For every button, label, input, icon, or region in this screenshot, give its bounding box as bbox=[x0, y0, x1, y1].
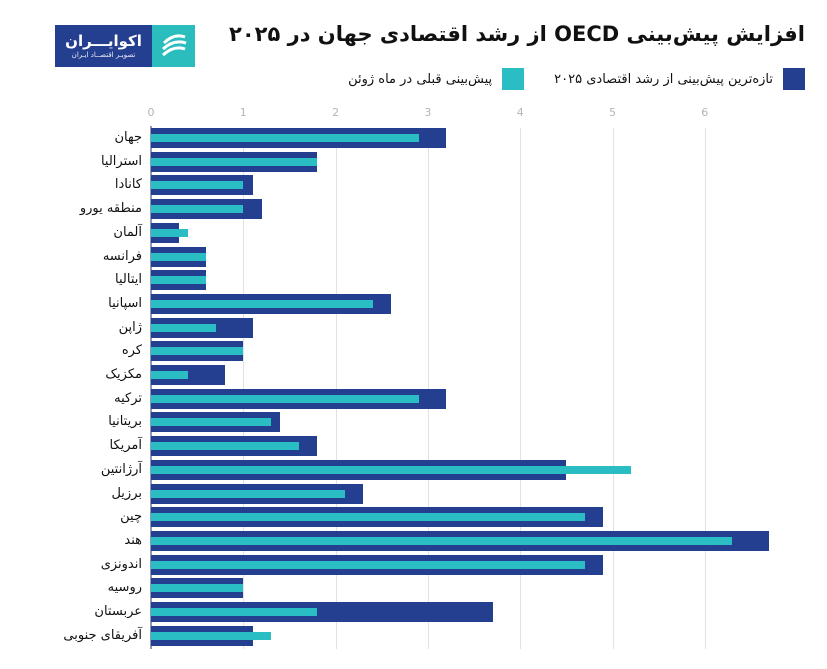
bar-row: اندونزی bbox=[0, 554, 827, 578]
category-label: ترکیه bbox=[114, 390, 142, 406]
bar-previous bbox=[151, 584, 244, 593]
gridline bbox=[704, 128, 706, 649]
chart-title: افزایش پیش‌بینی OECD از رشد اقتصادی جهان… bbox=[229, 22, 805, 46]
bar-previous bbox=[151, 513, 585, 522]
bar-row: کره bbox=[0, 341, 827, 364]
category-label: چین bbox=[120, 509, 142, 525]
x-tick-label: 4 bbox=[516, 106, 524, 119]
legend-label-latest: تازه‌ترین پیش‌بینی از رشد اقتصادی ۲۰۲۵ bbox=[554, 71, 773, 87]
bar-previous bbox=[151, 276, 207, 285]
bar-previous bbox=[151, 536, 733, 545]
bar-previous bbox=[151, 252, 207, 261]
x-tick-label: 2 bbox=[332, 106, 340, 119]
ecoiran-logo: اکوایـــران تصویـر اقتصــاد ایـران bbox=[55, 25, 195, 67]
bar-previous bbox=[151, 394, 419, 403]
bar-latest bbox=[151, 365, 225, 385]
category-label: آرژانتین bbox=[100, 461, 142, 477]
bar-row: چین bbox=[0, 507, 827, 530]
bar-chart: 0 1 2 3 4 5 6 جهان استرالیا کانادا منطقه یورو آلمان… bbox=[0, 100, 827, 669]
category-label: آفریقای جنوبی bbox=[63, 627, 142, 643]
bar-row: بریتانیا bbox=[0, 412, 827, 435]
category-label: روسیه bbox=[107, 580, 142, 596]
bar-previous bbox=[151, 631, 271, 640]
logo-wordmark: اکوایـــران تصویـر اقتصــاد ایـران bbox=[55, 25, 152, 67]
bar-row: ژاپن bbox=[0, 317, 827, 341]
bar-row: ایتالیا bbox=[0, 270, 827, 293]
bar-previous bbox=[151, 157, 318, 166]
category-label: استرالیا bbox=[100, 153, 142, 169]
x-tick-label: 6 bbox=[701, 106, 709, 119]
bar-previous bbox=[151, 560, 585, 569]
bar-row: آلمان bbox=[0, 222, 827, 246]
logo-main-text: اکوایـــران bbox=[65, 31, 142, 50]
bar-previous bbox=[151, 418, 271, 427]
bar-previous bbox=[151, 228, 188, 237]
bar-row: منطقه یورو bbox=[0, 199, 827, 222]
bar-previous bbox=[151, 181, 244, 190]
category-label: بریتانیا bbox=[108, 414, 142, 430]
bar-row: استرالیا bbox=[0, 151, 827, 175]
legend-item-previous: پیش‌بینی قبلی در ماه ژوئن bbox=[348, 68, 525, 90]
logo-sub-text: تصویـر اقتصــاد ایـران bbox=[71, 50, 136, 59]
category-label: آمریکا bbox=[109, 438, 142, 454]
bar-previous bbox=[151, 608, 318, 616]
bar-previous bbox=[151, 205, 244, 214]
bar-row: آرژانتین bbox=[0, 459, 827, 483]
bar-row: برزیل bbox=[0, 483, 827, 507]
legend-swatch-previous bbox=[502, 68, 525, 90]
y-axis-line bbox=[150, 126, 152, 649]
bar-row: آمریکا bbox=[0, 436, 827, 459]
gridline bbox=[335, 128, 337, 649]
bar-previous bbox=[151, 489, 345, 498]
category-label: کره bbox=[121, 343, 142, 359]
category-label: جهان bbox=[114, 130, 142, 145]
category-label: هند bbox=[124, 532, 142, 548]
bar-previous bbox=[151, 371, 188, 379]
bar-row: آفریقای جنوبی bbox=[0, 625, 827, 649]
legend: تازه‌ترین پیش‌بینی از رشد اقتصادی ۲۰۲۵ پ… bbox=[348, 68, 805, 90]
category-label: ایتالیا bbox=[115, 272, 142, 288]
x-tick-label: 5 bbox=[609, 106, 616, 119]
bar-row: اسپانیا bbox=[0, 293, 827, 317]
x-tick-label: 3 bbox=[424, 106, 432, 119]
legend-item-latest: تازه‌ترین پیش‌بینی از رشد اقتصادی ۲۰۲۵ bbox=[554, 68, 805, 90]
bar-previous bbox=[151, 442, 299, 451]
category-label: عربستان bbox=[94, 604, 142, 619]
gridline bbox=[520, 128, 522, 649]
bar-row: کانادا bbox=[0, 175, 827, 198]
bar-row: مکزیک bbox=[0, 365, 827, 388]
bar-row: ترکیه bbox=[0, 388, 827, 412]
category-label: مکزیک bbox=[105, 367, 142, 382]
category-label: ژاپن bbox=[118, 319, 142, 335]
bar-previous bbox=[151, 465, 631, 474]
x-tick-label: 1 bbox=[239, 106, 247, 119]
category-label: برزیل bbox=[111, 485, 142, 501]
ecoiran-swirl-icon bbox=[152, 25, 195, 67]
category-label: کانادا bbox=[114, 177, 142, 193]
legend-label-previous: پیش‌بینی قبلی در ماه ژوئن bbox=[348, 71, 493, 87]
bar-row: روسیه bbox=[0, 578, 827, 601]
bar-previous bbox=[151, 299, 373, 308]
gridline bbox=[427, 128, 429, 649]
bar-latest bbox=[151, 602, 493, 622]
gridline bbox=[612, 128, 614, 649]
bar-row: هند bbox=[0, 530, 827, 554]
category-label: اندونزی bbox=[100, 556, 142, 572]
bar-previous bbox=[151, 134, 419, 142]
category-label: اسپانیا bbox=[108, 295, 142, 311]
gridline bbox=[243, 128, 245, 649]
bar-row: فرانسه bbox=[0, 246, 827, 270]
category-label: آلمان bbox=[113, 224, 142, 240]
legend-swatch-latest bbox=[783, 68, 805, 90]
bar-row: جهان bbox=[0, 128, 827, 151]
category-label: منطقه یورو bbox=[79, 201, 142, 217]
category-label: فرانسه bbox=[102, 248, 142, 264]
bar-previous bbox=[151, 347, 244, 356]
x-tick-label: 0 bbox=[147, 106, 155, 119]
bar-previous bbox=[151, 323, 216, 332]
bar-row: عربستان bbox=[0, 602, 827, 625]
